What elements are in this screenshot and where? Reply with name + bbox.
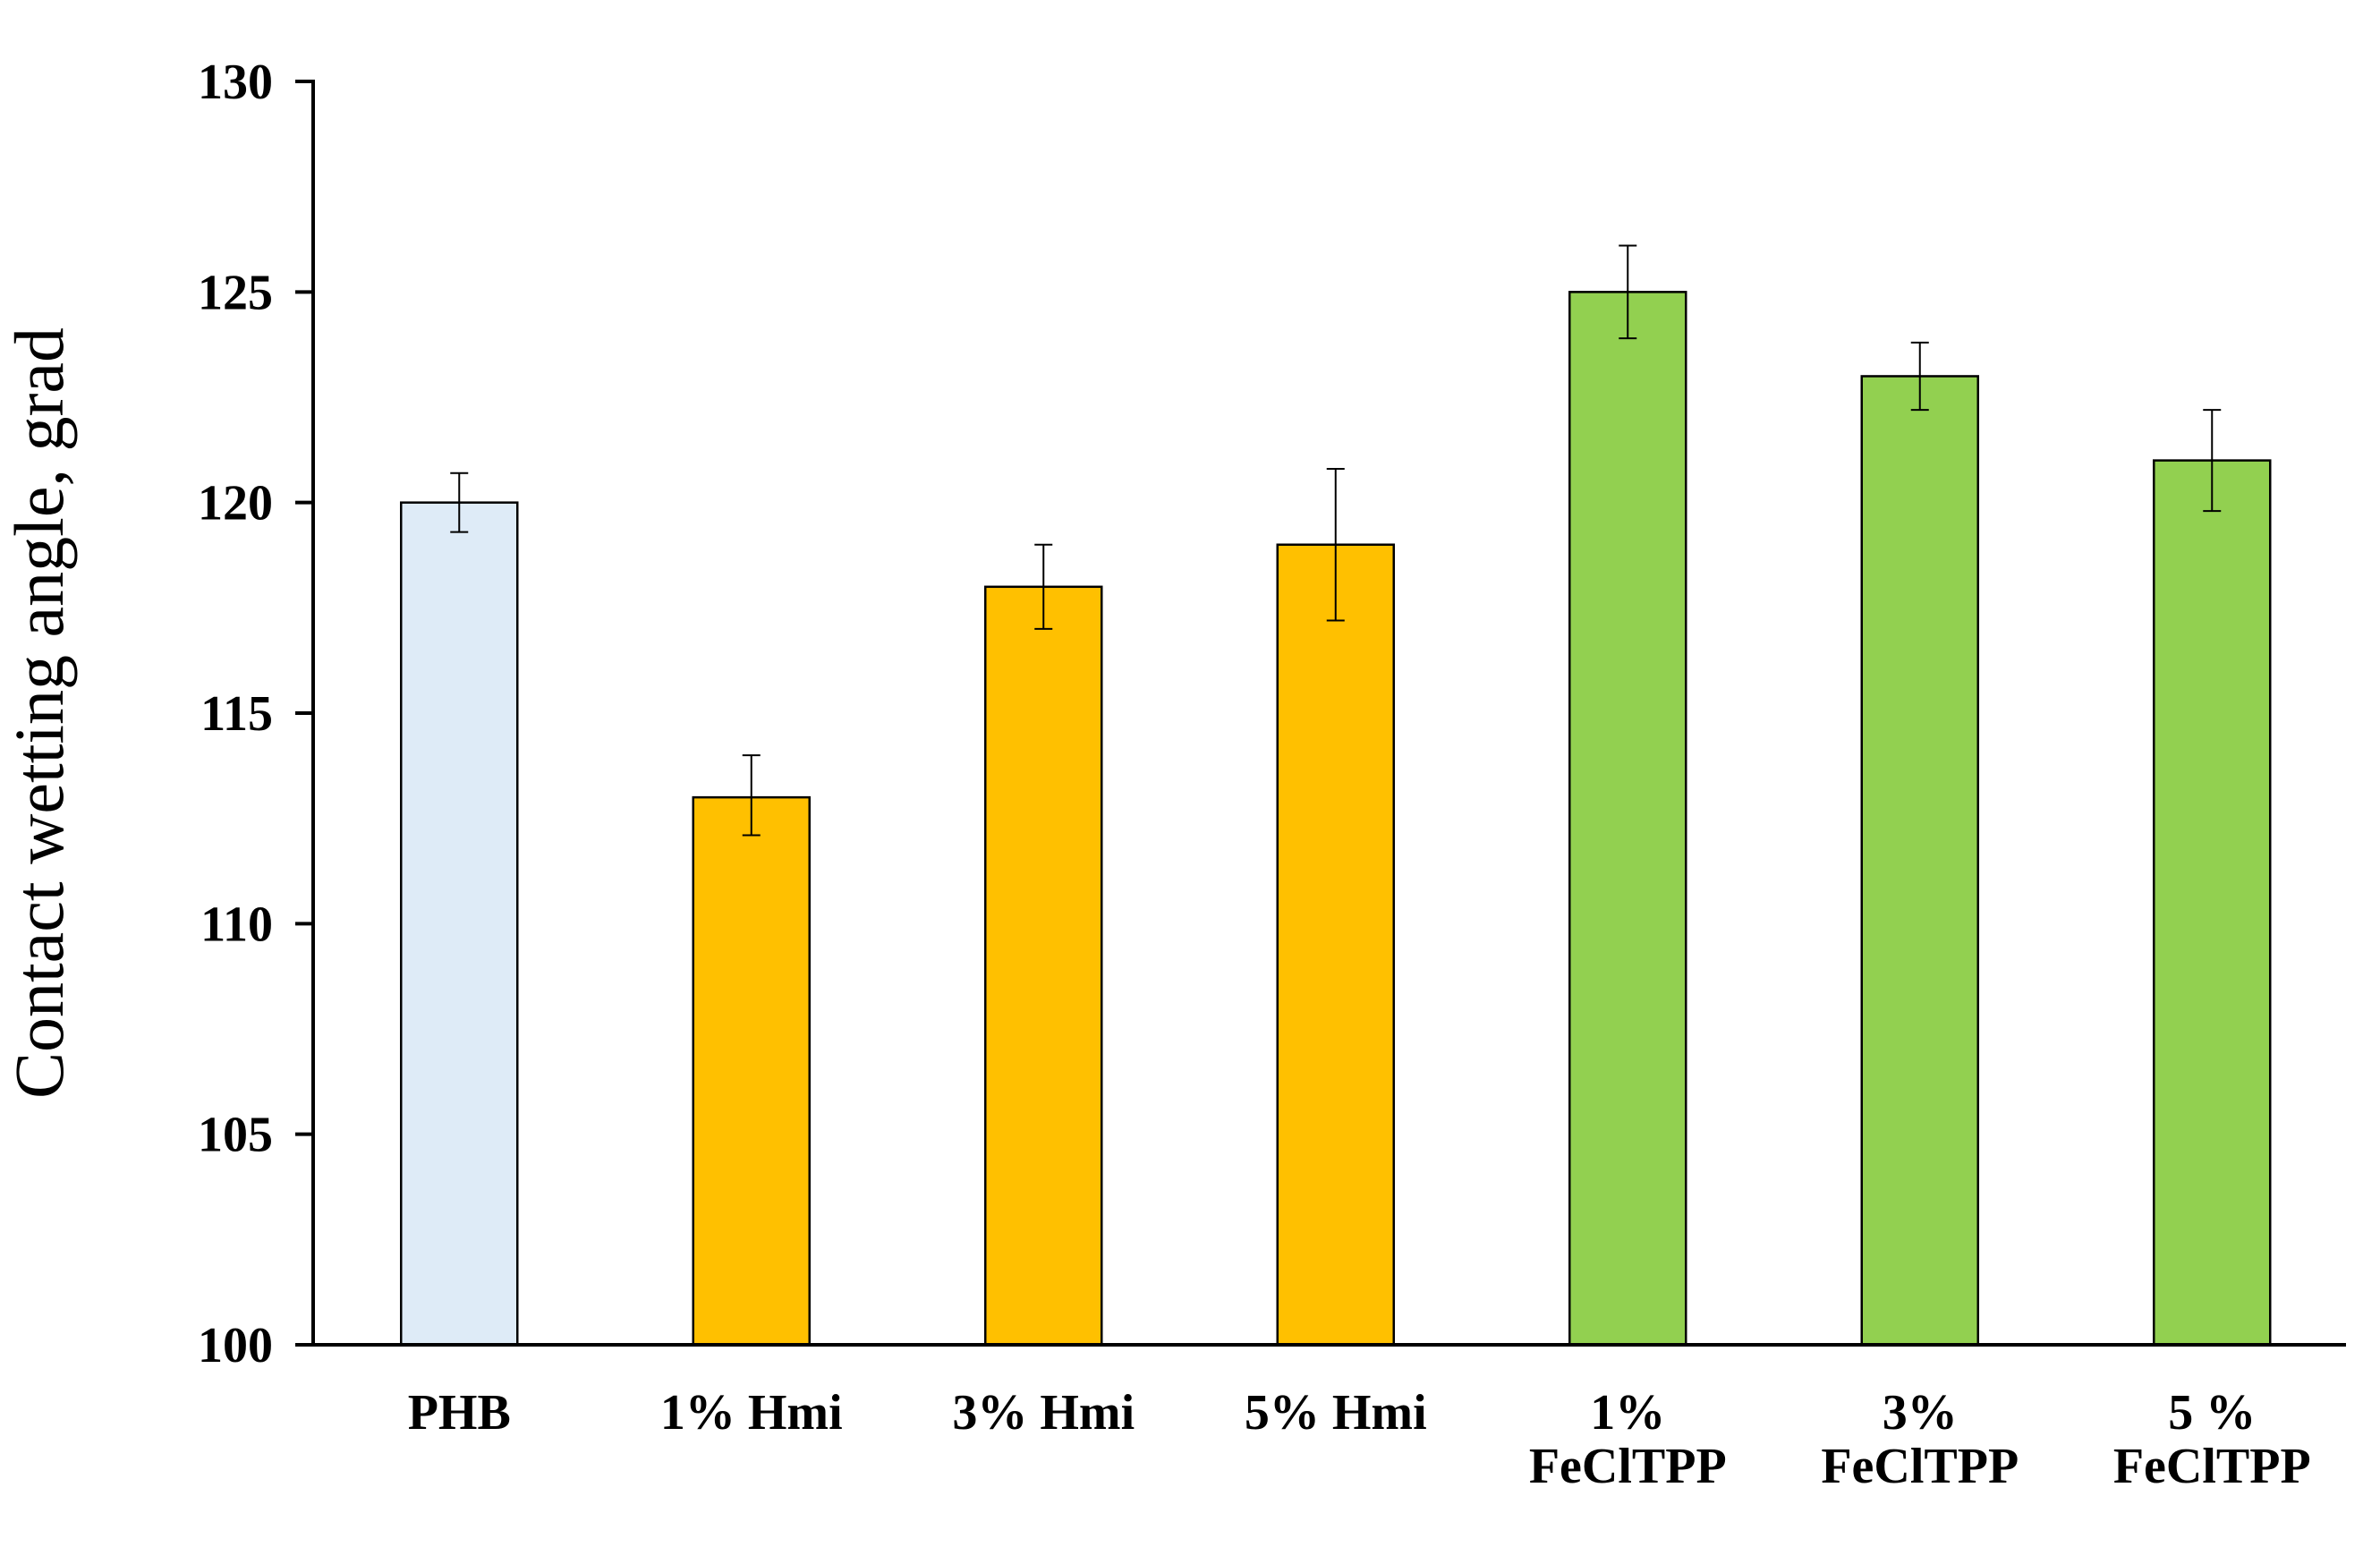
x-category-label: 3% FeClTPP <box>1821 1385 2019 1494</box>
error-bar <box>1619 244 1637 340</box>
y-tick-label: 125 <box>198 265 273 320</box>
y-tick-label: 100 <box>198 1318 273 1373</box>
error-bar <box>450 472 469 533</box>
bar <box>1860 375 1979 1347</box>
bar <box>2153 459 2272 1347</box>
error-bar <box>1034 543 1053 630</box>
error-bar <box>2203 409 2222 513</box>
x-category-label: PHB <box>408 1385 511 1441</box>
y-tick-label: 115 <box>200 686 273 742</box>
bar <box>1568 291 1687 1347</box>
y-tick-label: 105 <box>198 1108 273 1163</box>
x-category-label: 5 % FeClTPP <box>2113 1385 2311 1494</box>
bar <box>984 585 1103 1347</box>
x-category-label: 1% Hmi <box>660 1385 843 1441</box>
x-category-label: 3% Hmi <box>952 1385 1135 1441</box>
y-axis-title: Contact wetting angle, grad <box>0 327 78 1099</box>
bar <box>400 501 519 1347</box>
y-tick-label: 110 <box>200 897 273 952</box>
bar <box>1276 543 1395 1347</box>
bar <box>692 795 811 1347</box>
x-category-label: 5% Hmi <box>1245 1385 1427 1441</box>
error-bar <box>1910 341 1929 412</box>
y-tick-label: 120 <box>198 476 273 531</box>
error-bar <box>742 754 761 837</box>
y-tick-label: 130 <box>198 55 273 110</box>
error-bar <box>1326 468 1345 622</box>
x-category-label: 1% FeClTPP <box>1529 1385 1727 1494</box>
